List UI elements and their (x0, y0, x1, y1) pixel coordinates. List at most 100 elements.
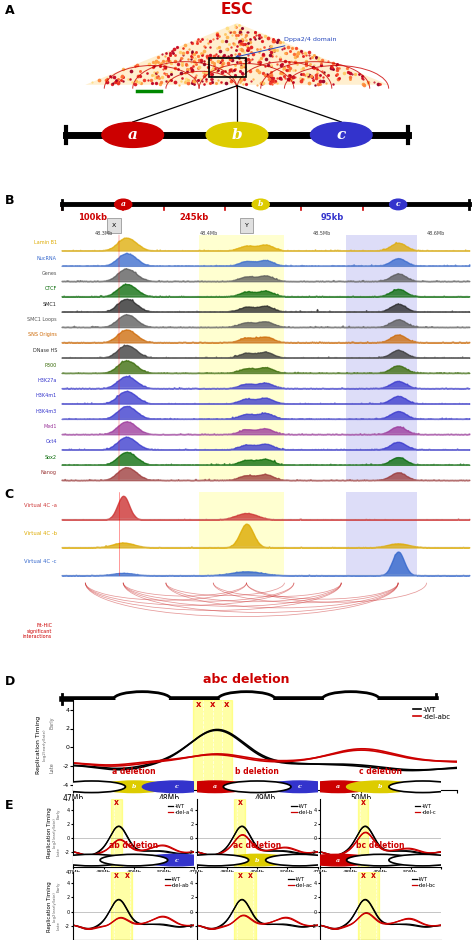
Bar (199, 296, 284, 312)
Title: ac deletion: ac deletion (233, 840, 281, 850)
Text: x: x (361, 871, 365, 881)
Text: Lamin B1: Lamin B1 (34, 241, 57, 245)
Circle shape (310, 122, 372, 148)
Text: Replication Timing: Replication Timing (47, 807, 52, 858)
Circle shape (100, 781, 168, 792)
Circle shape (142, 781, 210, 792)
Bar (199, 492, 284, 520)
Legend: -WT, -del-b: -WT, -del-b (289, 802, 315, 817)
Text: Oct4: Oct4 (46, 439, 57, 445)
Text: CTCF: CTCF (45, 287, 57, 291)
Circle shape (223, 781, 291, 792)
Bar (358, 799, 368, 867)
Circle shape (304, 854, 372, 866)
Bar (346, 403, 417, 419)
Text: a: a (336, 784, 340, 790)
Text: c: c (174, 857, 178, 863)
Text: b: b (255, 857, 259, 863)
Bar (346, 492, 417, 520)
Circle shape (390, 199, 407, 210)
Title: c deletion: c deletion (359, 767, 402, 776)
Text: Virtual 4C -c: Virtual 4C -c (24, 559, 57, 564)
Bar (199, 419, 284, 434)
Text: 48.6Mb: 48.6Mb (427, 231, 445, 236)
Circle shape (265, 781, 333, 792)
Bar (346, 464, 417, 480)
Text: 100kb: 100kb (78, 213, 107, 222)
Polygon shape (85, 24, 389, 85)
Bar (209, 57, 246, 77)
Bar (199, 464, 284, 480)
Text: x: x (196, 699, 201, 709)
Bar (111, 799, 122, 867)
Text: Virtual 4C -b: Virtual 4C -b (24, 531, 57, 536)
Bar (199, 251, 284, 266)
Text: b: b (258, 200, 264, 209)
Text: E: E (5, 799, 13, 811)
Text: abc deletion: abc deletion (203, 673, 290, 686)
Text: ESC: ESC (221, 2, 253, 17)
Text: x: x (114, 871, 119, 881)
Circle shape (265, 854, 333, 866)
Bar (346, 520, 417, 547)
Title: bc deletion: bc deletion (356, 840, 405, 850)
Bar (199, 235, 284, 251)
Circle shape (114, 692, 171, 706)
Legend: -WT, -del-abc: -WT, -del-abc (410, 704, 454, 722)
Text: C: C (5, 488, 14, 501)
Bar (235, 872, 255, 940)
Bar (346, 296, 417, 312)
Bar (346, 312, 417, 327)
Circle shape (115, 199, 132, 210)
Text: Nanog: Nanog (41, 470, 57, 475)
Bar (199, 520, 284, 547)
Text: b: b (132, 784, 136, 790)
Bar (199, 403, 284, 419)
Text: c: c (337, 128, 346, 142)
Bar (346, 235, 417, 251)
Text: H3K4m3: H3K4m3 (36, 409, 57, 414)
Text: x: x (237, 798, 242, 807)
Text: X: X (112, 224, 116, 228)
Circle shape (58, 854, 126, 866)
Text: Late: Late (57, 920, 61, 930)
Text: 48.4Mb: 48.4Mb (200, 231, 218, 236)
Text: 95kb: 95kb (320, 213, 344, 222)
Text: Replication Timing: Replication Timing (47, 881, 52, 932)
Bar (346, 251, 417, 266)
Circle shape (58, 781, 126, 792)
Bar (199, 547, 284, 575)
Text: x: x (125, 871, 130, 881)
Bar (235, 799, 245, 867)
Bar (199, 266, 284, 281)
Text: c: c (174, 784, 178, 790)
Text: x: x (114, 798, 119, 807)
Text: Replication Timing: Replication Timing (36, 716, 41, 774)
Legend: -WT, -del-ab: -WT, -del-ab (163, 875, 191, 890)
Text: H3K4m1: H3K4m1 (36, 394, 57, 399)
Text: Late: Late (57, 847, 61, 856)
Text: Early: Early (57, 882, 61, 892)
Title: a deletion: a deletion (112, 767, 156, 776)
Text: a: a (213, 784, 217, 790)
Bar (346, 266, 417, 281)
Text: 48.3Mb: 48.3Mb (95, 231, 113, 236)
Bar (199, 388, 284, 403)
Bar (346, 357, 417, 373)
Bar (111, 872, 132, 940)
Text: Fit-HiC
significant
interactions: Fit-HiC significant interactions (23, 623, 52, 639)
Circle shape (322, 692, 379, 706)
Text: b: b (232, 128, 242, 142)
Text: x: x (224, 699, 230, 709)
Circle shape (304, 781, 372, 792)
Bar (193, 700, 232, 790)
Circle shape (346, 781, 414, 792)
Title: b deletion: b deletion (235, 767, 279, 776)
Bar (346, 327, 417, 342)
Text: Virtual 4C -a: Virtual 4C -a (24, 503, 57, 508)
Text: SNS Origins: SNS Origins (28, 332, 57, 337)
Text: Genes: Genes (42, 271, 57, 276)
Text: x: x (361, 798, 365, 807)
Bar (199, 342, 284, 358)
Circle shape (252, 199, 269, 210)
